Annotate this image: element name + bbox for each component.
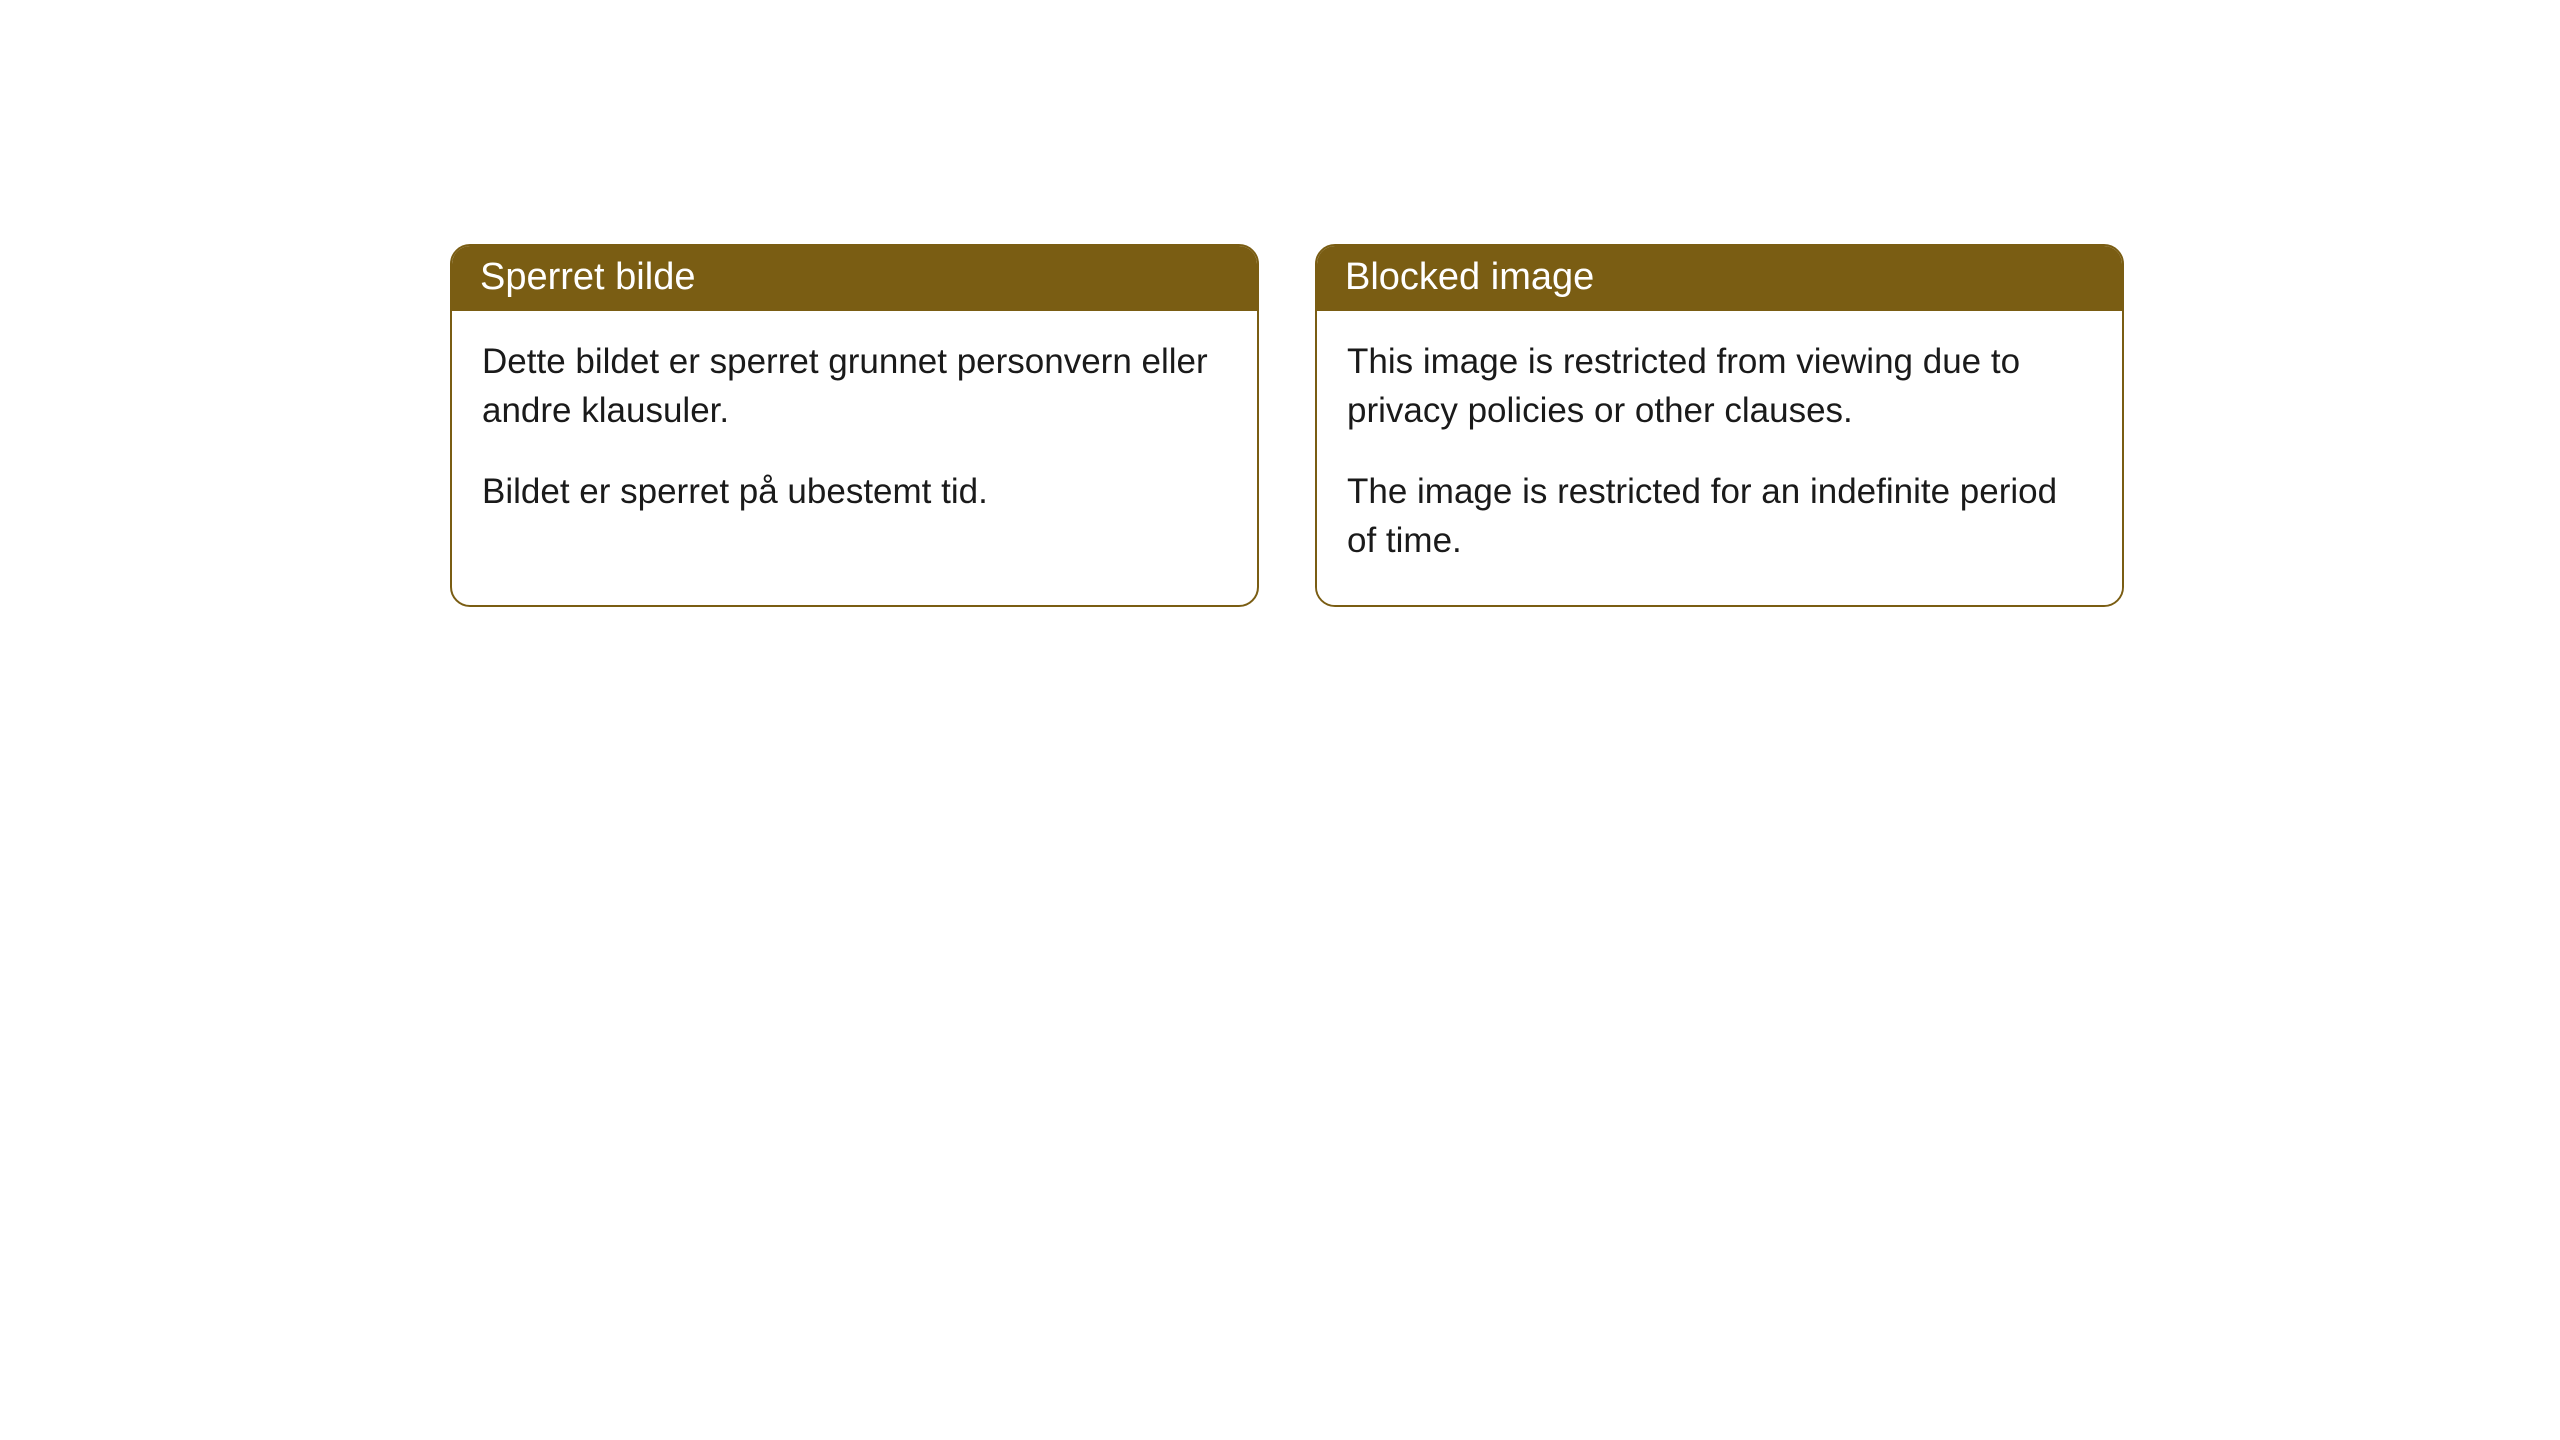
notice-card-norwegian: Sperret bilde Dette bildet er sperret gr… [450,244,1259,607]
card-paragraph: The image is restricted for an indefinit… [1347,467,2092,565]
card-paragraph: Bildet er sperret på ubestemt tid. [482,467,1227,516]
card-body-english: This image is restricted from viewing du… [1317,311,2122,605]
card-title-english: Blocked image [1317,246,2122,311]
card-paragraph: This image is restricted from viewing du… [1347,337,2092,435]
card-body-norwegian: Dette bildet er sperret grunnet personve… [452,311,1257,556]
notice-cards-container: Sperret bilde Dette bildet er sperret gr… [450,244,2124,607]
card-title-norwegian: Sperret bilde [452,246,1257,311]
card-paragraph: Dette bildet er sperret grunnet personve… [482,337,1227,435]
notice-card-english: Blocked image This image is restricted f… [1315,244,2124,607]
